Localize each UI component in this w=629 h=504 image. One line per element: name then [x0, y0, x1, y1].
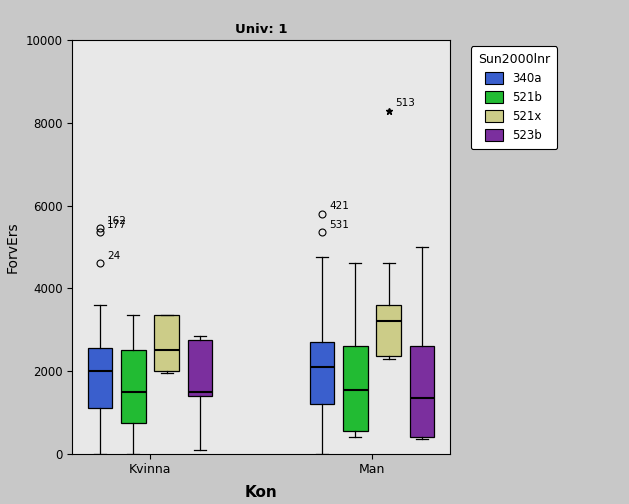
X-axis label: Kon: Kon	[245, 485, 277, 499]
Text: 177: 177	[107, 220, 127, 230]
PathPatch shape	[343, 346, 367, 431]
PathPatch shape	[377, 305, 401, 356]
PathPatch shape	[88, 348, 113, 408]
PathPatch shape	[310, 342, 334, 404]
Text: 162: 162	[107, 216, 127, 226]
Text: 421: 421	[329, 201, 349, 211]
PathPatch shape	[121, 350, 145, 422]
Legend: 340a, 521b, 521x, 523b: 340a, 521b, 521x, 523b	[470, 46, 557, 149]
PathPatch shape	[409, 346, 434, 437]
Text: 513: 513	[396, 98, 416, 108]
PathPatch shape	[188, 340, 212, 396]
PathPatch shape	[155, 315, 179, 371]
Title: Univ: 1: Univ: 1	[235, 23, 287, 36]
Y-axis label: ForvErs: ForvErs	[6, 221, 20, 273]
Text: 24: 24	[107, 250, 120, 261]
Text: 531: 531	[329, 220, 349, 230]
